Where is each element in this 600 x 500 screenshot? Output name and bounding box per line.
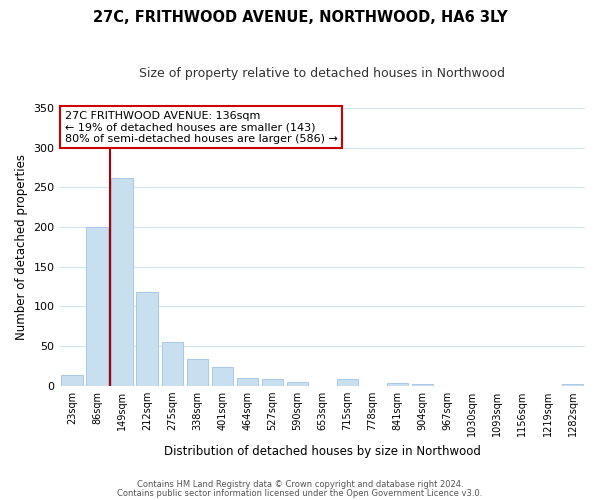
Bar: [161, 342, 183, 386]
Bar: [412, 384, 433, 386]
Bar: [387, 384, 408, 386]
Y-axis label: Number of detached properties: Number of detached properties: [15, 154, 28, 340]
Bar: [61, 376, 83, 386]
Bar: [262, 380, 283, 386]
Bar: [337, 380, 358, 386]
Title: Size of property relative to detached houses in Northwood: Size of property relative to detached ho…: [139, 68, 505, 80]
Bar: [112, 178, 133, 386]
X-axis label: Distribution of detached houses by size in Northwood: Distribution of detached houses by size …: [164, 444, 481, 458]
Text: Contains public sector information licensed under the Open Government Licence v3: Contains public sector information licen…: [118, 488, 482, 498]
Bar: [187, 359, 208, 386]
Bar: [136, 292, 158, 386]
Text: 27C, FRITHWOOD AVENUE, NORTHWOOD, HA6 3LY: 27C, FRITHWOOD AVENUE, NORTHWOOD, HA6 3L…: [92, 10, 508, 25]
Text: 27C FRITHWOOD AVENUE: 136sqm
← 19% of detached houses are smaller (143)
80% of s: 27C FRITHWOOD AVENUE: 136sqm ← 19% of de…: [65, 111, 338, 144]
Bar: [86, 227, 108, 386]
Bar: [236, 378, 258, 386]
Text: Contains HM Land Registry data © Crown copyright and database right 2024.: Contains HM Land Registry data © Crown c…: [137, 480, 463, 489]
Bar: [562, 384, 583, 386]
Bar: [212, 367, 233, 386]
Bar: [287, 382, 308, 386]
